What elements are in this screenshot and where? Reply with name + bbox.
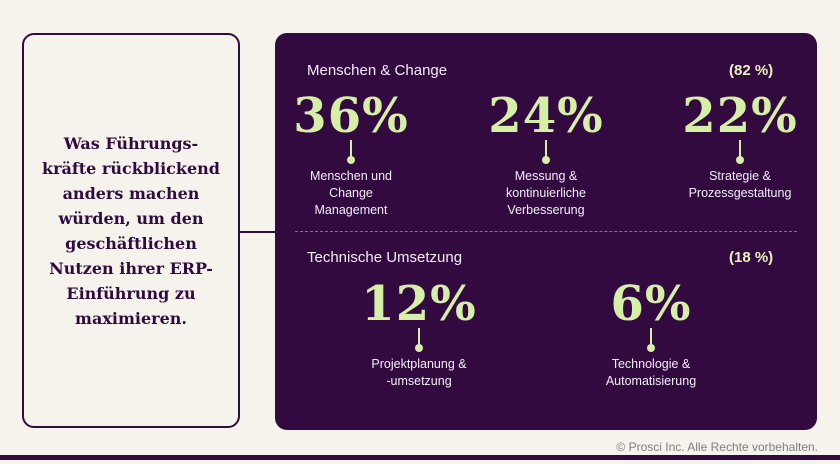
connector-line: [240, 231, 275, 233]
pin-icon: [733, 140, 747, 164]
stat-measurement: 24% Messung & kontinuierliche Verbesseru…: [456, 92, 636, 219]
pin-icon: [344, 140, 358, 164]
stat-project-planning: 12% Projektplanung & -umsetzung: [329, 280, 509, 390]
stat-value: 24%: [488, 88, 604, 144]
stat-label: Messung & kontinuierliche Verbesserung: [506, 169, 586, 217]
section-share-people: (82 %): [729, 62, 774, 79]
section-title-people: Menschen & Change: [307, 62, 448, 79]
pin-icon: [539, 140, 553, 164]
pin-icon: [644, 328, 658, 352]
stat-value: 6%: [610, 276, 692, 332]
stat-value: 22%: [682, 88, 798, 144]
question-card: Was Führungs-kräfte rückblickend anders …: [22, 33, 240, 428]
question-text: Was Führungs-kräfte rückblickend anders …: [42, 133, 220, 328]
stat-label: Technologie & Automatisierung: [605, 357, 697, 388]
bottom-bar: [0, 455, 840, 460]
stat-change-management: 36% Menschen und Change Management: [261, 92, 441, 219]
stat-label: Menschen und Change Management: [309, 169, 392, 217]
copyright-notice: © Prosci Inc. Alle Rechte vorbehalten.: [616, 440, 818, 454]
section-divider: [295, 231, 797, 232]
stat-technology: 6% Technologie & Automatisierung: [561, 280, 741, 390]
section-title-technical: Technische Umsetzung: [307, 249, 463, 266]
section-share-technical: (18 %): [729, 249, 774, 266]
stat-value: 36%: [293, 88, 409, 144]
stat-label: Projektplanung & -umsetzung: [371, 357, 467, 388]
pin-icon: [412, 328, 426, 352]
stat-strategy: 22% Strategie & Prozessgestaltung: [650, 92, 830, 202]
stat-value: 12%: [361, 276, 477, 332]
stat-label: Strategie & Prozessgestaltung: [688, 169, 792, 200]
